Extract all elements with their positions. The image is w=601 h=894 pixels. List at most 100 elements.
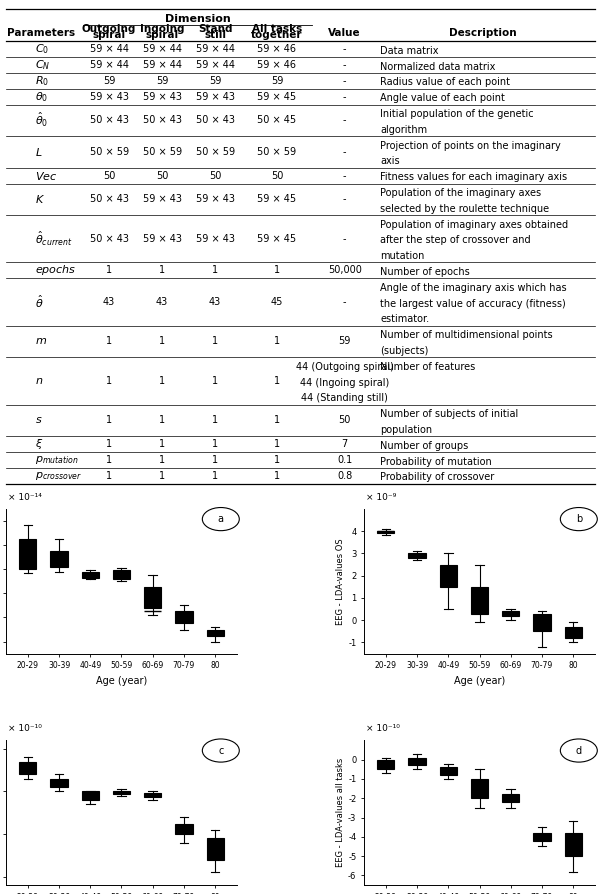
Text: 1: 1	[212, 336, 218, 347]
Text: Fitness values for each imaginary axis: Fitness values for each imaginary axis	[380, 173, 567, 182]
Text: 59 × 43: 59 × 43	[195, 91, 234, 102]
Text: 50 × 43: 50 × 43	[195, 115, 234, 125]
Text: 1: 1	[274, 455, 280, 465]
PathPatch shape	[471, 586, 488, 613]
Text: Radius value of each point: Radius value of each point	[380, 78, 510, 88]
PathPatch shape	[144, 587, 161, 608]
Text: algorithm: algorithm	[380, 125, 427, 135]
Text: 1: 1	[159, 336, 165, 347]
Text: 50 × 43: 50 × 43	[90, 234, 129, 244]
Text: $Vec$: $Vec$	[35, 170, 58, 181]
Text: 59 × 44: 59 × 44	[90, 60, 129, 70]
PathPatch shape	[207, 629, 224, 636]
Text: -: -	[343, 147, 346, 157]
Text: 59 × 44: 59 × 44	[90, 44, 129, 55]
Text: estimator.: estimator.	[380, 315, 429, 325]
Text: × 10⁻⁹: × 10⁻⁹	[367, 493, 397, 502]
Text: $p_{crossover}$: $p_{crossover}$	[35, 469, 83, 482]
Text: 59 × 43: 59 × 43	[142, 234, 182, 244]
Text: 1: 1	[212, 471, 218, 481]
Text: Probability of crossover: Probability of crossover	[380, 472, 494, 483]
Text: -: -	[343, 297, 346, 307]
Text: mutation: mutation	[380, 251, 424, 261]
Text: Outgoing: Outgoing	[82, 24, 136, 34]
Text: 43: 43	[103, 297, 115, 307]
PathPatch shape	[440, 565, 457, 586]
X-axis label: Age (year): Age (year)	[454, 676, 505, 686]
Text: 1: 1	[159, 455, 165, 465]
PathPatch shape	[82, 571, 99, 578]
Text: 0.1: 0.1	[337, 455, 352, 465]
Text: Number of groups: Number of groups	[380, 441, 468, 451]
PathPatch shape	[175, 611, 192, 623]
Text: 1: 1	[106, 439, 112, 449]
Text: 59 × 43: 59 × 43	[195, 234, 234, 244]
Text: axis: axis	[380, 156, 400, 166]
Text: $\xi$: $\xi$	[35, 437, 44, 451]
Text: Parameters: Parameters	[7, 29, 75, 38]
Text: 1: 1	[274, 266, 280, 275]
Text: 59 × 43: 59 × 43	[142, 194, 182, 205]
Text: $K$: $K$	[35, 193, 46, 206]
Text: 59 × 44: 59 × 44	[195, 44, 234, 55]
Text: 59 × 43: 59 × 43	[195, 194, 234, 205]
Text: 50 × 59: 50 × 59	[257, 147, 296, 157]
Text: 1: 1	[274, 471, 280, 481]
Text: 1: 1	[106, 336, 112, 347]
Text: 1: 1	[159, 266, 165, 275]
PathPatch shape	[564, 627, 582, 638]
Text: 59 × 44: 59 × 44	[195, 60, 234, 70]
Text: $m$: $m$	[35, 336, 47, 347]
Text: 50: 50	[338, 416, 351, 426]
Text: Projection of points on the imaginary: Projection of points on the imaginary	[380, 140, 561, 150]
PathPatch shape	[440, 767, 457, 775]
Text: $n$: $n$	[35, 376, 44, 386]
Text: Number of epochs: Number of epochs	[380, 267, 470, 277]
Text: 44 (Standing still): 44 (Standing still)	[301, 393, 388, 403]
Text: 50 × 59: 50 × 59	[195, 147, 234, 157]
Text: 59 × 45: 59 × 45	[257, 234, 296, 244]
Text: $\hat{\theta}_{0}$: $\hat{\theta}_{0}$	[35, 111, 49, 130]
Text: 50: 50	[156, 171, 168, 181]
Text: -: -	[343, 234, 346, 244]
Text: 1: 1	[159, 416, 165, 426]
Text: × 10⁻¹⁴: × 10⁻¹⁴	[8, 493, 42, 502]
Text: 1: 1	[106, 455, 112, 465]
Text: $C_{N}$: $C_{N}$	[35, 58, 51, 72]
Y-axis label: EEG - LDA-values OS: EEG - LDA-values OS	[337, 538, 346, 625]
Text: 1: 1	[274, 439, 280, 449]
Text: $s$: $s$	[35, 416, 43, 426]
Text: 50 × 59: 50 × 59	[142, 147, 182, 157]
PathPatch shape	[207, 839, 224, 859]
Text: Initial population of the genetic: Initial population of the genetic	[380, 109, 534, 119]
Text: 44 (Ingoing spiral): 44 (Ingoing spiral)	[300, 377, 389, 387]
Text: Number of features: Number of features	[380, 362, 475, 372]
Text: d: d	[576, 746, 582, 755]
Text: -: -	[343, 91, 346, 102]
Y-axis label: EEG - LDA-values all tasks: EEG - LDA-values all tasks	[336, 758, 345, 867]
Text: Normalized data matrix: Normalized data matrix	[380, 62, 495, 72]
Text: 50 × 43: 50 × 43	[90, 194, 129, 205]
Text: spiral: spiral	[145, 30, 178, 40]
Text: 59 × 45: 59 × 45	[257, 194, 296, 205]
Text: -: -	[343, 44, 346, 55]
Text: 7: 7	[341, 439, 348, 449]
Text: 50: 50	[103, 171, 115, 181]
Text: 45: 45	[271, 297, 283, 307]
Text: 59 × 45: 59 × 45	[257, 91, 296, 102]
Text: 1: 1	[106, 376, 112, 386]
Text: 1: 1	[274, 336, 280, 347]
Text: still: still	[204, 30, 226, 40]
Text: Angle value of each point: Angle value of each point	[380, 93, 505, 103]
Text: $R_{0}$: $R_{0}$	[35, 74, 49, 88]
Text: population: population	[380, 425, 432, 435]
Text: 50 × 43: 50 × 43	[142, 115, 182, 125]
Text: a: a	[218, 514, 224, 524]
Text: together: together	[251, 30, 303, 40]
Text: 59 × 44: 59 × 44	[142, 60, 182, 70]
Text: 1: 1	[212, 266, 218, 275]
Text: All tasks: All tasks	[252, 24, 302, 34]
Text: the largest value of accuracy (fitness): the largest value of accuracy (fitness)	[380, 299, 566, 308]
Text: 59 × 46: 59 × 46	[257, 60, 296, 70]
PathPatch shape	[377, 760, 394, 770]
